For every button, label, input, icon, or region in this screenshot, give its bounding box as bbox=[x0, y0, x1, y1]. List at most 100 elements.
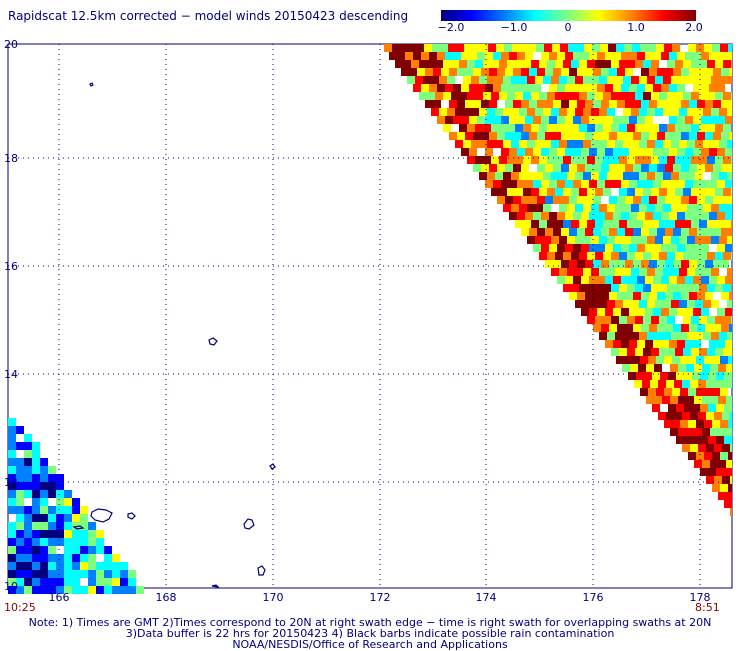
swath-cell bbox=[457, 132, 465, 140]
swath-cell bbox=[499, 124, 507, 132]
swath-cell bbox=[615, 140, 623, 148]
swath-cell bbox=[729, 228, 732, 236]
swath-cell bbox=[711, 236, 719, 244]
swath-cell bbox=[684, 436, 692, 444]
swath-cell bbox=[605, 148, 613, 156]
swath-cell bbox=[448, 44, 456, 52]
swath-cell bbox=[32, 538, 40, 546]
swath-cell bbox=[531, 124, 539, 132]
swath-cell bbox=[691, 348, 699, 356]
swath-cell bbox=[649, 164, 657, 172]
swath-cell bbox=[577, 132, 585, 140]
swath-cell bbox=[565, 212, 573, 220]
swath-cell bbox=[680, 388, 688, 396]
swath-cell bbox=[645, 180, 653, 188]
swath-cell bbox=[703, 204, 711, 212]
swath-cell bbox=[421, 52, 429, 60]
swath-cell bbox=[431, 76, 439, 84]
swath-cell bbox=[686, 428, 694, 436]
swath-cell bbox=[573, 116, 581, 124]
swath-cell bbox=[637, 180, 645, 188]
swath-cell bbox=[722, 444, 730, 452]
swath-cell bbox=[64, 498, 72, 506]
swath-cell bbox=[479, 76, 487, 84]
swath-cell bbox=[24, 586, 32, 594]
swath-cell bbox=[136, 586, 144, 594]
swath-cell bbox=[64, 570, 72, 578]
swath-cell bbox=[724, 404, 732, 412]
swath-cell bbox=[687, 332, 695, 340]
swath-cell bbox=[517, 84, 525, 92]
swath-cell bbox=[659, 284, 667, 292]
swath-cell bbox=[611, 348, 619, 356]
swath-cell bbox=[559, 108, 567, 116]
swath-cell bbox=[96, 570, 104, 578]
swath-cell bbox=[496, 44, 504, 52]
swath-cell bbox=[653, 340, 661, 348]
swath-cell bbox=[676, 436, 684, 444]
swath-cell bbox=[715, 348, 723, 356]
swath-cell bbox=[485, 84, 493, 92]
swath-cell bbox=[631, 140, 639, 148]
swath-cell bbox=[663, 236, 671, 244]
swath-cell bbox=[503, 172, 511, 180]
swath-cell bbox=[643, 348, 651, 356]
swath-cell bbox=[627, 156, 635, 164]
swath-cell bbox=[713, 228, 721, 236]
swath-cell bbox=[688, 356, 696, 364]
swath-cell bbox=[481, 132, 489, 140]
swath-cell bbox=[467, 92, 475, 100]
swath-cell bbox=[719, 236, 727, 244]
swath-cell bbox=[688, 420, 696, 428]
swath-cell bbox=[511, 108, 519, 116]
swath-cell bbox=[509, 180, 517, 188]
swath-cell bbox=[701, 212, 709, 220]
swath-cell bbox=[672, 420, 680, 428]
swath-cell bbox=[507, 124, 515, 132]
swath-cell bbox=[695, 332, 703, 340]
swath-cell bbox=[581, 212, 589, 220]
swath-cell bbox=[8, 586, 16, 594]
swath-cell bbox=[712, 356, 720, 364]
swath-cell bbox=[609, 196, 617, 204]
swath-cell bbox=[80, 546, 88, 554]
swath-cell bbox=[656, 388, 664, 396]
swath-cell bbox=[663, 108, 671, 116]
swath-cell bbox=[651, 124, 659, 132]
swath-cell bbox=[639, 172, 647, 180]
swath-cell bbox=[712, 452, 720, 460]
swath-cell bbox=[725, 52, 732, 60]
swath-cell bbox=[519, 172, 527, 180]
swath-cell bbox=[715, 156, 723, 164]
swath-cell bbox=[527, 236, 535, 244]
swath-cell bbox=[631, 108, 639, 116]
swath-cell bbox=[559, 204, 567, 212]
swath-cell bbox=[593, 196, 601, 204]
swath-cell bbox=[619, 124, 627, 132]
swath-cell bbox=[24, 562, 32, 570]
swath-cell bbox=[601, 292, 609, 300]
swath-cell bbox=[543, 172, 551, 180]
swath-cell bbox=[568, 44, 576, 52]
swath-cell bbox=[695, 140, 703, 148]
swath-cell bbox=[717, 308, 725, 316]
swath-cell bbox=[607, 172, 615, 180]
swath-cell bbox=[665, 164, 673, 172]
swath-cell bbox=[56, 578, 64, 586]
swath-cell bbox=[647, 236, 655, 244]
swath-cell bbox=[693, 84, 701, 92]
swath-cell bbox=[104, 578, 112, 586]
swath-cell bbox=[668, 372, 676, 380]
swath-cell bbox=[493, 52, 501, 60]
swath-cell bbox=[585, 228, 593, 236]
swath-cell bbox=[551, 76, 559, 84]
swath-cell bbox=[32, 466, 40, 474]
swath-cell bbox=[717, 84, 725, 92]
swath-cell bbox=[633, 164, 641, 172]
swath-cell bbox=[683, 316, 691, 324]
swath-cell bbox=[689, 324, 697, 332]
swath-cell bbox=[8, 498, 16, 506]
swath-cell bbox=[565, 148, 573, 156]
swath-cell bbox=[685, 116, 693, 124]
swath-cell bbox=[729, 292, 732, 300]
